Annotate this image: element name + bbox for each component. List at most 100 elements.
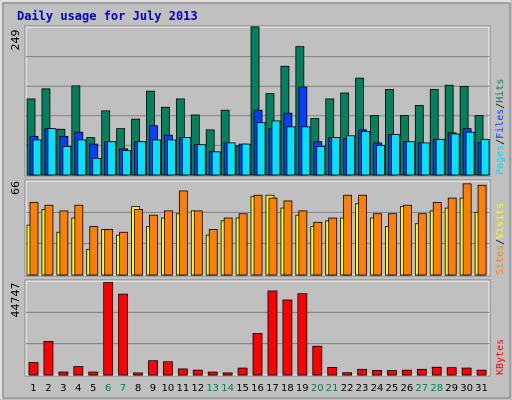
bar-pages-day-9 [152,139,161,176]
bar-sites-day-12 [193,210,203,276]
bar-sites-day-24 [373,213,382,276]
bar-kbytes-day-29 [446,367,457,376]
bar-pages-day-25 [391,134,400,176]
bar-pages-day-30 [465,131,475,176]
x-tick-day-4: 4 [75,383,81,394]
side-legend-visits: Visits [495,203,506,239]
bar-kbytes-day-7 [118,293,129,376]
bar-sites-day-28 [432,201,442,276]
bar-kbytes-day-27 [416,368,427,376]
bar-pages-day-19 [301,126,311,176]
side-legend-pages: Pages [495,145,506,175]
x-tick-day-20: 20 [311,383,324,394]
side-legend-files: Files [495,109,506,139]
bar-pages-day-29 [450,133,460,176]
x-tick-day-9: 9 [150,383,156,394]
x-axis: 1 2 3 4 5 6 7 8 9 10 11 12 13 14 15 16 17 18 19 20 21 22 23 24 2… [30,383,488,394]
bar-kbytes-day-26 [401,369,412,376]
bar-kbytes-day-30 [461,367,472,376]
bar-sites-day-5 [89,226,99,276]
bar-sites-day-31 [477,184,487,276]
bar-kbytes-day-4 [73,366,84,376]
bar-sites-day-21 [328,217,338,276]
bar-kbytes-day-11 [177,368,188,376]
bar-sites-day-4 [74,204,84,276]
x-tick-day-12: 12 [191,383,204,394]
side-legend-sites: Sites [495,245,506,275]
bar-sites-day-19 [298,210,308,276]
bar-sites-day-23 [358,194,367,276]
x-tick-day-22: 22 [341,383,354,394]
x-tick-day-2: 2 [45,383,51,394]
bar-kbytes-day-1 [28,362,39,376]
side-legend-hits: Hits [495,79,506,103]
bar-pages-day-28 [435,138,445,176]
bar-sites-day-15 [238,213,248,276]
bar-pages-day-20 [316,146,326,176]
bar-sites-day-11 [178,190,188,276]
bar-sites-day-27 [417,213,427,276]
x-tick-day-27: 27 [415,383,428,394]
bar-pages-day-10 [167,139,176,176]
bar-sites-day-6 [104,229,114,276]
bar-sites-day-3 [59,210,69,276]
x-tick-day-25: 25 [386,383,399,394]
bar-pages-day-24 [376,144,385,176]
x-tick-day-13: 13 [206,383,219,394]
bar-sites-day-9 [149,214,158,276]
x-tick-day-6: 6 [105,383,111,394]
bar-kbytes-day-25 [387,370,397,376]
bar-kbytes-day-20 [312,345,323,376]
side-legend-separator: / [495,103,506,109]
bar-pages-day-31 [480,138,490,176]
bar-sites-day-16 [253,194,263,276]
bar-sites-day-14 [223,217,233,276]
x-tick-day-19: 19 [296,383,309,394]
bar-sites-day-8 [134,209,143,276]
bar-pages-day-14 [226,142,236,176]
bar-sites-day-2 [44,204,54,276]
bar-pages-day-11 [181,137,191,176]
y-max-label-requests: 249 [9,30,22,51]
bar-sites-day-30 [462,183,472,276]
y-max-label-visitors: 66 [9,181,22,195]
bar-kbytes-day-2 [43,340,54,376]
bar-pages-day-6 [107,141,117,176]
x-tick-day-21: 21 [326,383,339,394]
bar-sites-day-7 [119,231,129,276]
x-tick-day-28: 28 [430,383,443,394]
bar-kbytes-day-28 [431,366,442,376]
x-tick-day-11: 11 [176,383,189,394]
bar-sites-day-13 [208,229,218,276]
bar-sites-day-25 [388,213,397,276]
bar-pages-day-1 [32,139,42,176]
bar-pages-day-23 [361,131,370,176]
bar-pages-day-5 [92,157,102,176]
bar-sites-day-26 [402,204,412,276]
bar-pages-day-21 [331,137,341,176]
bar-kbytes-day-3 [58,371,69,376]
bar-kbytes-day-14 [222,372,233,376]
bar-kbytes-day-31 [476,369,487,376]
bar-pages-day-27 [420,142,430,176]
bar-kbytes-day-10 [163,361,173,376]
x-tick-day-7: 7 [120,383,126,394]
chart-title: Daily usage for July 2013 [17,9,198,23]
x-tick-day-29: 29 [445,383,458,394]
bar-pages-day-15 [241,143,251,176]
x-tick-day-5: 5 [90,383,96,394]
bar-kbytes-day-18 [282,299,293,376]
x-tick-day-1: 1 [30,383,36,394]
bar-kbytes-day-6 [103,282,114,376]
bar-sites-day-20 [313,221,323,276]
x-tick-day-8: 8 [135,383,141,394]
x-tick-day-18: 18 [281,383,294,394]
bar-kbytes-day-8 [133,372,143,376]
bar-kbytes-day-17 [267,290,278,376]
panel-visitors: 66 Sites/Visits [9,179,506,277]
bar-pages-day-16 [256,122,266,176]
bar-sites-day-1 [29,201,39,276]
bar-pages-day-13 [211,151,221,176]
